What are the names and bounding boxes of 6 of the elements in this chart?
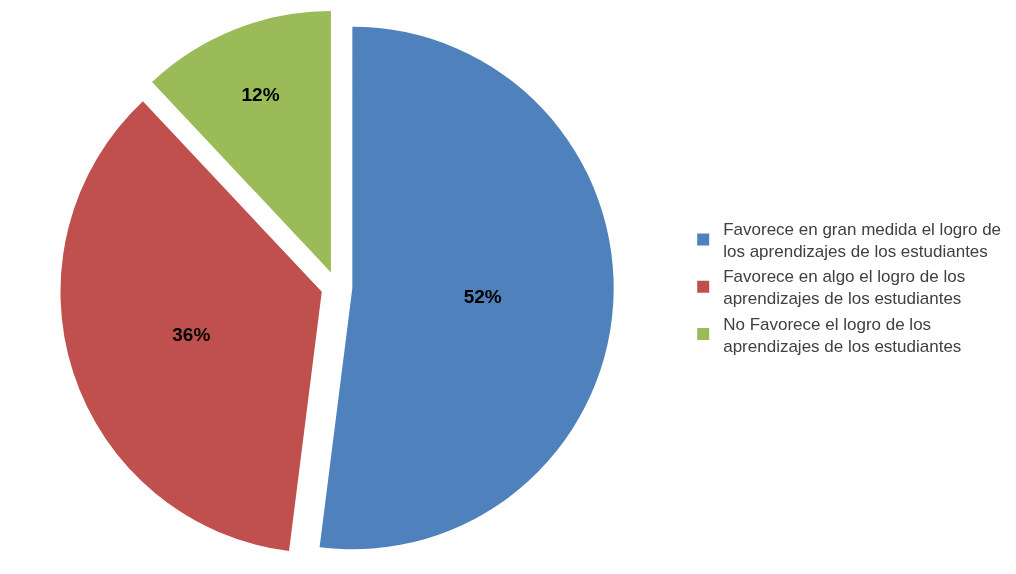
legend-label: Favorece en algo el logro de los aprendizajes de los estudiantes	[723, 267, 966, 309]
data-label: 12%	[241, 84, 280, 106]
legend-label: No Favorece el logro de los aprendizajes de los estudiantes	[723, 314, 962, 356]
legend-label: Favorece en gran medida el logro de los aprendizajes de los estudiantes	[723, 220, 1002, 262]
data-label: 52%	[463, 285, 502, 307]
data-label: 36%	[172, 323, 211, 345]
